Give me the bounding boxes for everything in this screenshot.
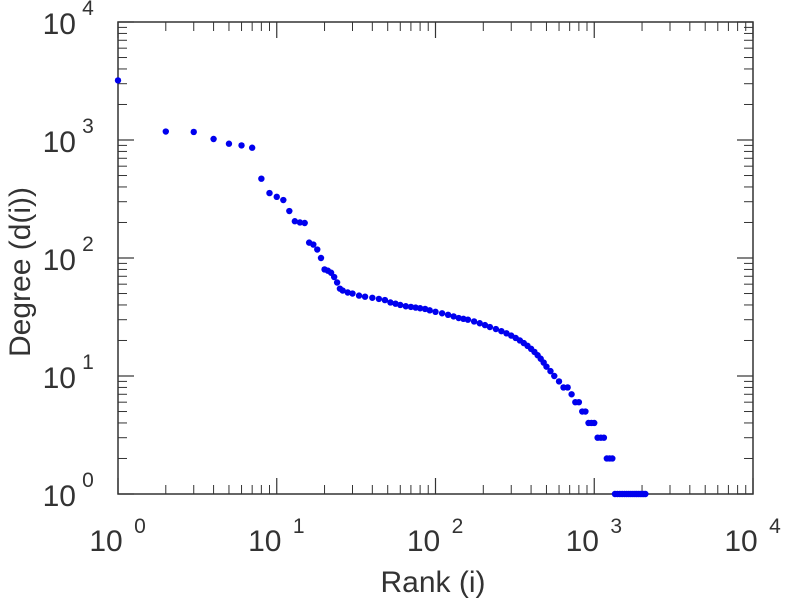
data-point [444,311,452,319]
plot-frame [117,21,754,495]
data-point [291,218,299,225]
data-point [258,175,265,182]
data-point [503,330,510,337]
data-point [426,307,433,314]
data-point [344,289,351,296]
data-point [464,316,472,323]
data-point [407,303,415,311]
data-point [450,313,457,320]
y-tick-exponent: 1 [82,351,94,374]
data-point [310,241,317,248]
x-tick-label: 10 [724,525,757,558]
data-point [273,193,280,201]
x-tick-exponent: 0 [134,515,146,538]
data-point [609,455,616,462]
data-point [301,219,308,227]
y-axis-title: Degree (d(i)) [4,187,37,357]
y-tick-label: 10 [43,362,76,395]
data-point [333,279,341,286]
x-tick-label: 10 [89,525,122,558]
data-point [568,391,575,398]
data-point [369,294,376,301]
data-point [402,303,409,310]
data-point [210,135,217,143]
x-tick-exponent: 4 [769,515,781,538]
data-point [355,292,363,299]
data-point [582,408,589,415]
x-tick-exponent: 1 [293,515,305,538]
data-points [114,77,649,498]
data-point [114,77,122,84]
data-point [266,189,273,197]
data-point [349,290,356,297]
data-point [492,325,500,333]
data-point [498,327,505,335]
y-tick-labels: 10 0 10 1 10 2 10 3 10 4 [43,0,95,513]
y-tick-label: 10 [43,8,76,41]
major-ticks [117,21,754,495]
data-point [642,490,649,498]
data-point [280,196,287,204]
data-point [470,318,478,325]
data-point [476,320,483,327]
x-axis-title: Rank (i) [380,566,485,599]
minor-ticks [118,22,753,494]
y-tick-label: 10 [43,126,76,159]
data-point [416,305,424,312]
x-tick-exponent: 3 [610,515,622,538]
x-tick-label: 10 [248,525,281,558]
data-point [286,207,293,215]
x-tick-exponent: 2 [452,515,464,538]
data-point [432,308,439,315]
y-tick-exponent: 0 [82,469,94,492]
data-point [387,299,394,306]
y-tick-label: 10 [43,480,76,513]
data-point [314,246,321,253]
data-point [248,144,256,151]
data-point [397,301,404,309]
data-point [600,434,608,441]
y-tick-label: 10 [43,244,76,277]
data-point [330,273,338,281]
data-point [225,140,233,147]
y-tick-exponent: 4 [82,0,94,20]
data-point [296,219,304,226]
data-point [339,287,346,294]
x-tick-labels: 10 0 10 1 10 2 10 3 10 4 [89,515,781,558]
data-point [555,378,563,385]
data-point [438,310,446,317]
data-point [317,254,325,262]
y-tick-exponent: 3 [82,115,94,138]
data-point [238,142,245,149]
data-point [591,419,598,427]
data-point [551,372,558,380]
data-point [361,293,369,300]
x-tick-label: 10 [566,525,599,558]
data-point [547,367,554,375]
data-point [486,323,494,331]
data-point [481,321,489,329]
y-tick-exponent: 2 [82,233,94,256]
data-point [190,128,197,136]
data-point [455,314,462,322]
data-point [381,296,389,304]
data-point [162,128,169,135]
data-point [564,384,571,391]
data-point [375,295,383,303]
data-point [575,398,583,406]
data-point [543,363,550,370]
x-tick-label: 10 [407,525,440,558]
